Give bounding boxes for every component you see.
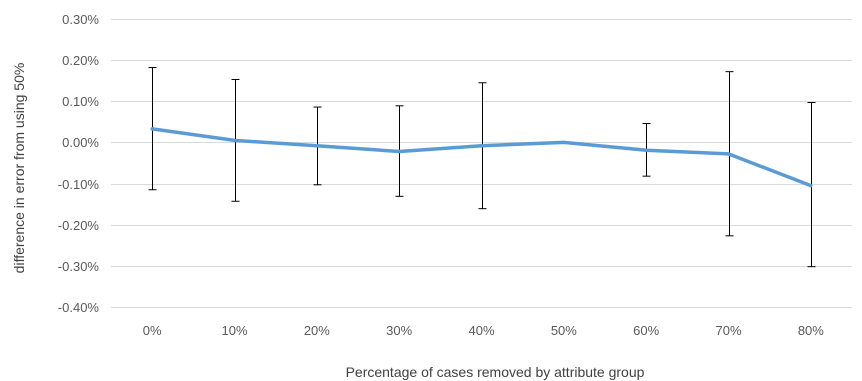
y-tick-label: 0.30% [62,12,99,27]
y-tick-label: 0.00% [62,135,99,150]
data-point [727,152,730,156]
x-tick-label: 50% [551,323,577,338]
error-bars [148,67,816,268]
data-point [233,138,236,142]
y-tick-label: -0.20% [58,218,100,233]
y-tick-label: -0.40% [58,300,100,315]
y-tick-label: 0.20% [62,53,99,68]
x-tick-label: 20% [304,323,330,338]
x-tick-label: 60% [633,323,659,338]
data-point [315,144,319,148]
x-tick-label: 10% [221,323,247,338]
series-line [150,127,813,188]
data-point [397,149,401,153]
y-tick-label: -0.10% [58,177,100,192]
x-axis-ticks: 0% 10% 20% 30% 40% 50% 60% 70% 80% [143,323,825,338]
x-tick-label: 0% [143,323,162,338]
data-point [644,148,648,152]
y-axis-ticks: 0.30% 0.20% 0.10% 0.00% -0.10% -0.20% -0.30% -0… [58,12,100,315]
y-tick-label: 0.10% [62,94,99,109]
x-tick-label: 70% [715,323,741,338]
data-point [480,144,483,148]
data-point [809,184,813,188]
data-point [562,140,566,144]
x-tick-label: 30% [386,323,412,338]
x-tick-label: 40% [468,323,494,338]
x-axis-title: Percentage of cases removed by attribute… [346,364,645,380]
y-tick-label: -0.30% [58,259,100,274]
series-lines [150,127,813,188]
x-tick-label: 80% [798,323,824,338]
y-axis-title: difference in error from using 50% [11,63,27,274]
gridlines [111,19,852,308]
data-point [150,127,154,131]
